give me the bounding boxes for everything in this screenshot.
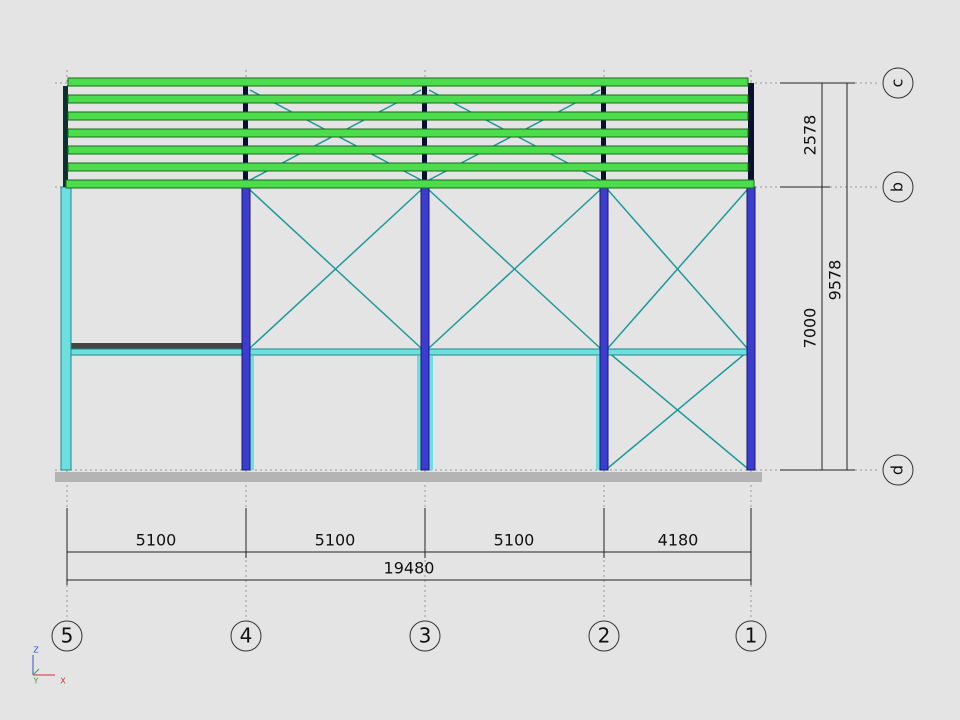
axis-label: Z [33, 646, 39, 655]
dimension-label: 7000 [801, 308, 820, 349]
dimension-label: 5100 [315, 531, 356, 550]
dimension-label: 5100 [136, 531, 177, 550]
grid-label: 1 [745, 624, 758, 648]
dimension-label: 4180 [658, 531, 699, 550]
ground [55, 472, 762, 482]
dimension-label: 2578 [801, 115, 820, 156]
dimension-lines [66, 82, 855, 585]
dimension-label: 19480 [384, 559, 435, 578]
grid-label: c [888, 79, 907, 88]
grid-label: 5 [61, 624, 74, 648]
grid-label: 2 [598, 624, 611, 648]
purlins [65, 77, 755, 189]
grid-label: 4 [240, 624, 253, 648]
dimension-label: 5100 [494, 531, 535, 550]
grid-label: d [888, 465, 907, 475]
grid-label: b [888, 182, 907, 192]
axis-label: Y [33, 677, 39, 686]
grid-label: 3 [419, 624, 432, 648]
dimension-label: 9578 [826, 260, 845, 301]
axis-triad [32, 655, 55, 676]
axis-label: X [60, 677, 66, 686]
grid-bubbles [51, 67, 914, 652]
